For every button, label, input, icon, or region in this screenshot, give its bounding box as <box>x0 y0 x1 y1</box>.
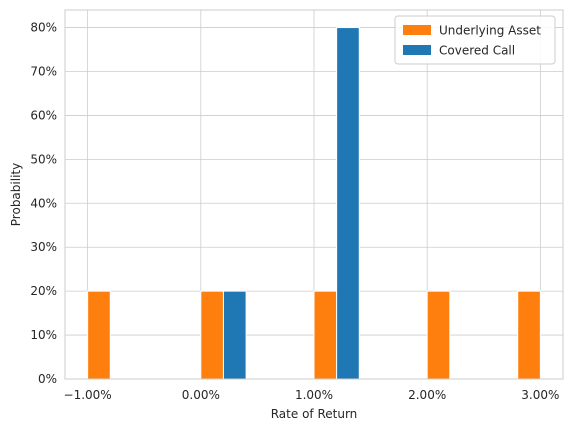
bar-underlying-asset <box>313 290 338 380</box>
x-tick-label: 1.00% <box>295 388 333 402</box>
y-tick-label: 50% <box>30 152 57 166</box>
y-axis-label: Probability <box>9 163 23 226</box>
x-axis-label: Rate of Return <box>271 407 358 421</box>
legend-label-underlying-asset: Underlying Asset <box>439 24 541 38</box>
legend-swatch-covered-call <box>403 45 431 55</box>
y-tick-label: 20% <box>30 284 57 298</box>
axes-frame <box>64 9 564 380</box>
legend-swatch-underlying-asset <box>403 25 431 35</box>
y-tick-label: 10% <box>30 328 57 342</box>
legend-label-covered-call: Covered Call <box>439 44 515 58</box>
bar-underlying-asset <box>87 290 111 380</box>
y-tick-label: 0% <box>38 372 57 386</box>
y-tick-label: 30% <box>30 240 57 254</box>
bar-underlying-asset <box>426 290 451 380</box>
x-tick-label: −1.00% <box>64 388 112 402</box>
bar-covered-call <box>336 27 360 380</box>
x-tick-label: 2.00% <box>408 388 446 402</box>
x-tick-label: 3.00% <box>521 388 559 402</box>
legend: Underlying Asset Covered Call <box>394 15 556 65</box>
y-tick-label: 80% <box>30 21 57 35</box>
bar-covered-call <box>222 290 247 380</box>
tick-labels: −1.00% 0.00% 1.00% 2.00% 3.00% 0% 10% 20% 30% 40%… <box>30 21 559 402</box>
y-tick-label: 60% <box>30 108 57 122</box>
legend-box <box>394 15 556 65</box>
bar-underlying-asset <box>200 290 224 380</box>
y-tick-label: 70% <box>30 65 57 79</box>
y-tick-label: 40% <box>30 196 57 210</box>
bar-underlying-asset <box>517 290 541 380</box>
plot-frame <box>64 9 564 380</box>
x-tick-label: 0.00% <box>182 388 220 402</box>
